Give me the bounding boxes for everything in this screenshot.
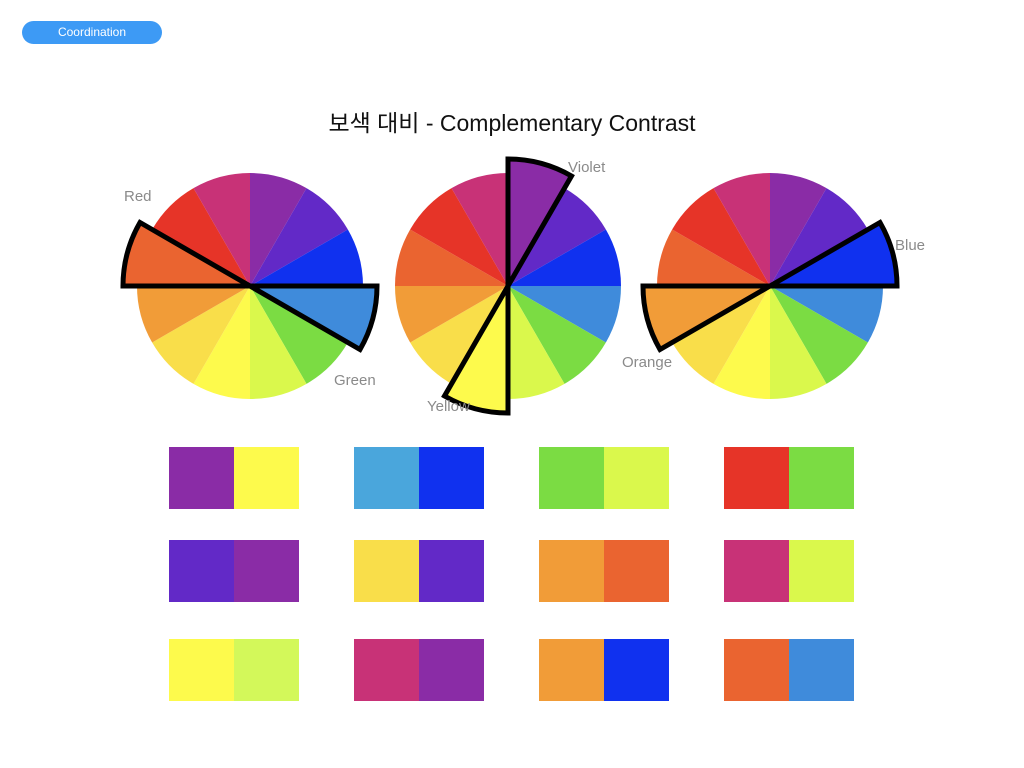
wheel-label-red: Red [124,188,152,205]
highlighted-slice-outline [441,276,511,416]
wheel-slice [508,188,606,286]
swatch-color-left [169,540,234,602]
wheel-slice [451,173,508,286]
page-title: 보색 대비 - Complementary Contrast [328,110,696,136]
swatch-color-right [604,639,669,701]
swatch-pair [724,639,854,701]
swatch-color-right [234,540,299,602]
swatch-pair [354,540,484,602]
swatch-color-right [789,447,854,509]
swatch-pair [354,447,484,509]
swatch-pair [354,639,484,701]
wheel-slice [410,286,508,384]
wheel-slice [193,286,250,399]
swatch-color-left [354,447,419,509]
wheel-slice [395,286,508,343]
swatch-color-left [539,639,604,701]
wheel-label-violet: Violet [568,159,606,176]
swatch-pair [539,540,669,602]
swatch-color-right [789,540,854,602]
swatch-color-right [234,447,299,509]
swatch-pair [169,540,299,602]
color-wheel-blue-orange: Blue Orange [622,173,925,399]
highlighted-slice-outline [120,219,260,289]
wheel-label-green: Green [334,372,376,389]
wheel-slice [508,286,565,399]
swatch-pair [169,447,299,509]
swatch-pair [169,639,299,701]
highlighted-slice-outline [505,156,575,296]
wheel-slice [395,229,508,286]
highlighted-slice-outline [640,283,780,353]
swatch-pair [539,639,669,701]
wheel-slice [152,286,250,384]
swatch-color-left [169,447,234,509]
wheel-slice [250,286,307,399]
swatch-color-right [789,639,854,701]
wheel-slice [508,286,621,343]
wheel-slice [137,286,250,343]
swatch-color-left [169,639,234,701]
color-wheel-violet-yellow: Violet Yellow [395,156,621,416]
wheel-label-yellow: Yellow [427,398,470,415]
wheel-slice [672,188,770,286]
swatch-color-left [354,639,419,701]
wheel-slice [770,173,827,286]
wheel-slice [250,173,307,286]
swatch-color-right [604,540,669,602]
wheel-slice [770,286,883,343]
wheel-slice [713,173,770,286]
swatch-color-right [419,447,484,509]
wheel-slice [770,188,868,286]
wheel-slice [672,286,770,384]
wheel-slice [770,286,827,399]
swatch-color-right [419,540,484,602]
wheel-slice [410,188,508,286]
wheel-slice [250,229,363,286]
swatch-color-right [419,639,484,701]
wheel-slice [193,173,250,286]
wheel-slice [250,188,348,286]
wheel-slice [508,229,621,286]
color-wheel-red-green: Green Red [120,173,380,399]
swatch-pair [724,540,854,602]
swatch-color-right [604,447,669,509]
wheel-slice [508,286,606,384]
highlighted-slice-outline [760,219,900,289]
swatch-pair [539,447,669,509]
highlighted-slice-outline [240,283,380,353]
swatch-color-left [724,540,789,602]
swatch-color-left [724,447,789,509]
swatch-pair [724,447,854,509]
wheel-slice [657,229,770,286]
wheel-slice [250,286,348,384]
swatch-color-left [539,540,604,602]
wheel-slice [713,286,770,399]
wheel-slice [770,286,868,384]
swatch-color-left [354,540,419,602]
swatch-color-right [234,639,299,701]
wheel-label-orange: Orange [622,354,672,371]
swatch-color-left [724,639,789,701]
coordination-button[interactable]: Coordination [22,21,162,44]
wheel-slice [152,188,250,286]
swatch-color-left [539,447,604,509]
wheel-label-blue: Blue [895,237,925,254]
